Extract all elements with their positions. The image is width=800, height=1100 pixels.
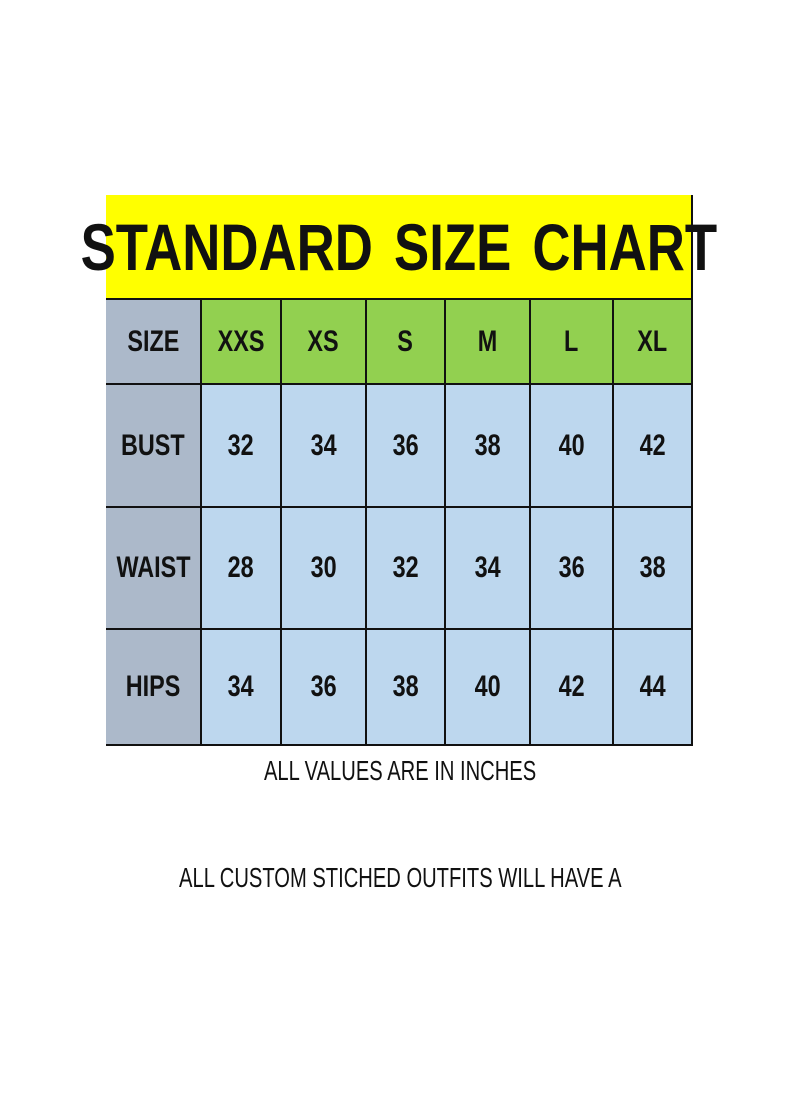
value-cell: 42 <box>531 630 614 746</box>
value-cell-text: 42 <box>639 428 666 462</box>
value-cell-text: 40 <box>558 428 585 462</box>
row-label-waist-text: WAIST <box>115 551 191 584</box>
value-cell-text: 38 <box>639 551 666 584</box>
size-header-m-text: M <box>477 324 498 358</box>
value-cell: 40 <box>531 385 614 508</box>
size-header-l: L <box>531 300 614 385</box>
value-cell-text: 36 <box>310 670 337 703</box>
value-cell-text: 34 <box>310 428 337 462</box>
size-header-xl-text: XL <box>637 324 668 358</box>
size-header-m: M <box>446 300 531 385</box>
chart-title-text: STANDARD SIZE CHART <box>80 209 717 284</box>
value-cell: 36 <box>367 385 446 508</box>
size-header-s: S <box>367 300 446 385</box>
units-note-text: ALL VALUES ARE IN INCHES <box>263 755 537 786</box>
value-cell: 42 <box>614 385 693 508</box>
size-header-xs-text: XS <box>307 324 340 358</box>
value-cell: 36 <box>531 508 614 630</box>
size-header-xxs-text: XXS <box>217 324 265 358</box>
row-label-bust: BUST <box>106 385 202 508</box>
units-note: ALL VALUES ARE IN INCHES <box>0 755 800 787</box>
value-cell-text: 34 <box>227 670 255 703</box>
value-cell-text: 36 <box>392 428 419 462</box>
value-cell: 40 <box>446 630 531 746</box>
value-cell-text: 34 <box>474 551 501 584</box>
value-cell-text: 38 <box>474 428 501 462</box>
value-cell: 28 <box>202 508 282 630</box>
value-cell: 38 <box>614 508 693 630</box>
size-header-s-text: S <box>397 324 414 358</box>
value-cell-text: 30 <box>310 551 337 584</box>
row-label-bust-text: BUST <box>121 428 185 462</box>
corner-label-text: SIZE <box>126 324 180 358</box>
corner-label: SIZE <box>106 300 202 385</box>
value-cell: 34 <box>446 508 531 630</box>
custom-note-text: ALL CUSTOM STICHED OUTFITS WILL HAVE A <box>178 862 622 893</box>
size-chart-table: STANDARD SIZE CHART SIZE XXS XS S M L XL BUST 32 3… <box>80 195 717 746</box>
value-cell: 34 <box>282 385 367 508</box>
value-cell: 44 <box>614 630 693 746</box>
value-cell-text: 36 <box>558 551 585 584</box>
value-cell: 30 <box>282 508 367 630</box>
chart-title: STANDARD SIZE CHART <box>80 195 717 300</box>
value-cell: 38 <box>446 385 531 508</box>
size-header-l-text: L <box>564 324 579 358</box>
value-cell-text: 28 <box>227 551 255 584</box>
size-header-xxs: XXS <box>202 300 282 385</box>
value-cell-text: 32 <box>227 428 255 462</box>
value-cell: 36 <box>282 630 367 746</box>
row-label-hips: HIPS <box>106 630 202 746</box>
value-cell-text: 40 <box>474 670 501 703</box>
value-cell: 38 <box>367 630 446 746</box>
row-label-waist: WAIST <box>106 508 202 630</box>
size-header-xl: XL <box>614 300 693 385</box>
custom-note: ALL CUSTOM STICHED OUTFITS WILL HAVE A <box>0 862 800 894</box>
value-cell: 34 <box>202 630 282 746</box>
size-header-xs: XS <box>282 300 367 385</box>
value-cell-text: 38 <box>392 670 419 703</box>
value-cell-text: 42 <box>558 670 585 703</box>
row-label-hips-text: HIPS <box>125 670 181 703</box>
value-cell: 32 <box>367 508 446 630</box>
value-cell: 32 <box>202 385 282 508</box>
value-cell-text: 32 <box>392 551 419 584</box>
value-cell-text: 44 <box>639 670 666 703</box>
